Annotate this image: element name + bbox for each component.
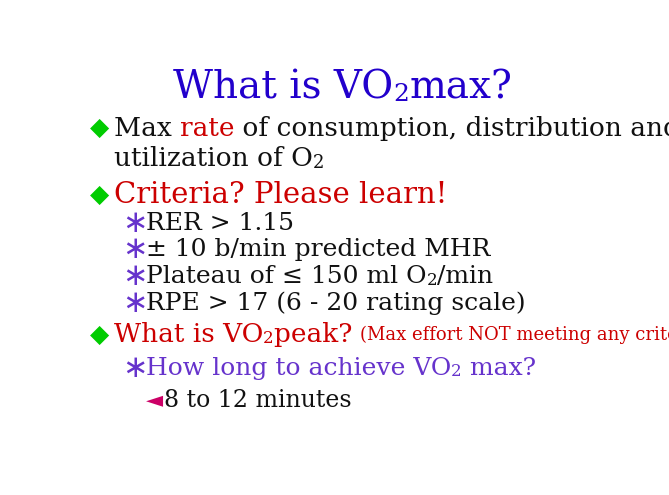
Text: rate: rate	[180, 115, 234, 141]
Text: Max: Max	[114, 115, 180, 141]
Text: Criteria? Please learn!: Criteria? Please learn!	[114, 181, 447, 209]
Text: of consumption, distribution and: of consumption, distribution and	[234, 115, 669, 141]
Text: 2: 2	[451, 363, 462, 381]
Text: What is VO: What is VO	[173, 69, 393, 106]
Text: What is VO: What is VO	[114, 322, 263, 347]
Text: /min: /min	[437, 265, 493, 288]
Text: 8 to 12 minutes: 8 to 12 minutes	[164, 389, 352, 412]
Text: peak?: peak?	[274, 322, 361, 347]
Text: RPE > 17 (6 - 20 rating scale): RPE > 17 (6 - 20 rating scale)	[146, 292, 525, 315]
Text: 2: 2	[263, 330, 274, 347]
Text: ◆: ◆	[90, 116, 109, 140]
Text: ± 10 b/min predicted MHR: ± 10 b/min predicted MHR	[146, 239, 490, 261]
Text: ∗: ∗	[122, 209, 148, 238]
Text: How long to achieve VO: How long to achieve VO	[146, 356, 451, 380]
Text: max?: max?	[462, 356, 536, 380]
Text: Plateau of ≤ 150 ml O: Plateau of ≤ 150 ml O	[146, 265, 426, 288]
Text: (Max effort NOT meeting any criteria): (Max effort NOT meeting any criteria)	[361, 326, 669, 344]
Text: 2: 2	[393, 83, 409, 106]
Text: max?: max?	[409, 69, 512, 106]
Text: ◄: ◄	[146, 391, 163, 410]
Text: ∗: ∗	[122, 289, 148, 318]
Text: ∗: ∗	[122, 236, 148, 264]
Text: ∗: ∗	[122, 353, 148, 383]
Text: RER > 1.15: RER > 1.15	[146, 212, 294, 235]
Text: utilization of O: utilization of O	[114, 146, 312, 171]
Text: ∗: ∗	[122, 262, 148, 291]
Text: 2: 2	[312, 154, 324, 172]
Text: 2: 2	[426, 272, 437, 289]
Text: ◆: ◆	[90, 183, 109, 207]
Text: ◆: ◆	[90, 323, 109, 346]
